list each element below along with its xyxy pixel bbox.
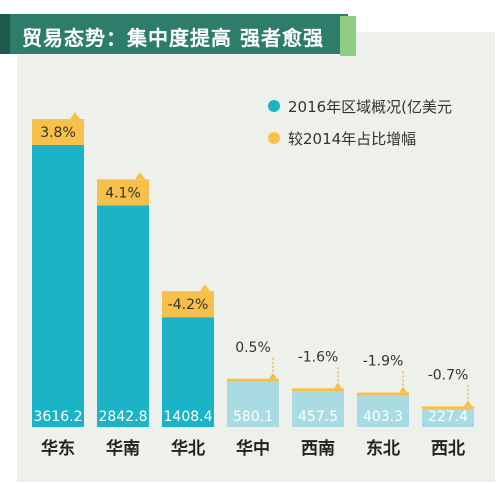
title-tab [0,14,12,54]
bar-1 [32,145,84,427]
growth-cap-notch-3 [200,284,210,292]
bar-6 [357,395,409,427]
bar-2 [97,205,149,427]
growth-cap-notch-6 [399,386,407,393]
legend-label-value: 2016年区域概况(亿美元 [288,97,453,116]
growth-cap-2 [97,179,149,206]
growth-cap-notch-4 [269,372,277,379]
category-label-2: 华南 [106,438,140,459]
growth-cap-notch-2 [135,172,145,180]
growth-cap-notch-1 [70,112,80,119]
legend-label-growth: 较2014年占比增幅 [288,129,417,148]
bar-3 [162,317,214,427]
category-label-3: 华北 [171,438,205,459]
value-label-7: 227.4 [428,409,468,425]
bar-7 [422,409,474,427]
value-label-3: 1408.4 [164,409,213,425]
legend-dot-growth [268,132,280,144]
growth-label-2: 4.1% [105,185,141,201]
growth-cap-1 [32,119,84,145]
category-label-5: 西南 [301,438,335,459]
growth-label-4: 0.5% [235,340,271,356]
bar-4 [227,381,279,427]
category-label-7: 西北 [431,439,465,459]
value-label-1: 3616.2 [34,409,83,425]
value-label-2: 2842.8 [99,409,148,425]
growth-label-1: 3.8% [40,125,76,141]
legend: 2016年区域概况(亿美元 较2014年占比增幅 [268,90,452,154]
legend-dot-value [268,100,280,112]
growth-label-3: -4.2% [168,297,209,313]
growth-label-6: -1.9% [363,354,404,370]
title-band [10,14,348,54]
category-label-6: 东北 [366,438,400,459]
category-label-1: 华东 [41,438,75,459]
growth-cap-4 [227,378,279,382]
growth-cap-5 [292,388,344,392]
legend-item-growth: 较2014年占比增幅 [268,122,452,154]
bar-5 [292,391,344,427]
growth-cap-6 [357,392,409,396]
category-label-4: 华中 [236,438,270,459]
growth-cap-notch-5 [334,382,342,389]
growth-label-7: -0.7% [428,367,469,383]
value-label-5: 457.5 [298,409,338,425]
title-stripe [340,16,356,56]
growth-label-5: -1.6% [298,349,339,365]
growth-cap-3 [162,291,214,318]
value-label-4: 580.1 [233,409,273,425]
value-label-6: 403.3 [363,409,403,425]
growth-cap-notch-7 [464,400,472,407]
growth-cap-7 [422,406,474,410]
legend-item-value: 2016年区域概况(亿美元 [268,90,452,122]
chart-title: 贸易态势：集中度提高 强者愈强 [22,26,324,50]
